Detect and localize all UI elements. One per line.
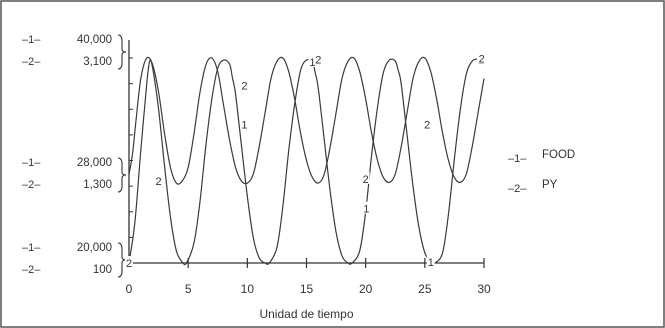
point-marker-bg (125, 256, 133, 268)
y-tick-bracket (117, 157, 127, 193)
point-marker-2: 2 (424, 119, 430, 131)
point-marker-bg (314, 52, 323, 65)
point-marker-2: 2 (156, 176, 162, 188)
series-line-food (128, 58, 482, 266)
point-marker-2: 2 (363, 174, 369, 186)
y-tick-bracket (117, 34, 127, 70)
y1-axis-marker: –1– (22, 157, 41, 169)
x-tick-label: 25 (418, 282, 432, 296)
y1-tick-label: 28,000 (77, 157, 112, 169)
point-marker-2: 2 (241, 80, 247, 92)
y1-tick-label: 40,000 (77, 34, 112, 46)
legend-marker-1: –1– (508, 153, 527, 165)
point-marker-1: 1 (309, 57, 315, 69)
point-marker-bg (362, 201, 371, 214)
y2-tick-label: 100 (93, 264, 112, 276)
point-marker-2: 2 (315, 54, 321, 66)
x-axis-label: Unidad de tiempo (259, 307, 353, 321)
point-marker-1: 1 (428, 257, 434, 269)
point-marker-2: 2 (479, 54, 485, 66)
x-tick-label: 30 (477, 282, 491, 296)
point-marker-bg (154, 174, 163, 186)
point-marker-bg (240, 78, 249, 91)
point-marker-bg (426, 254, 435, 267)
y1-tick-label: 20,000 (77, 242, 112, 254)
x-tick-label: 15 (300, 282, 314, 296)
point-marker-bg (361, 171, 370, 184)
point-marker-bg (423, 117, 432, 130)
point-marker-2: 2 (126, 258, 132, 270)
y1-axis-marker: –1– (22, 242, 41, 254)
x-tick-label: 10 (241, 282, 255, 296)
series-line-py (128, 56, 485, 185)
point-marker-1: 1 (241, 120, 247, 132)
point-marker-bg (308, 55, 317, 68)
x-tick-label: 5 (185, 282, 192, 296)
legend-marker-2: –2– (508, 183, 527, 195)
x-tick-label: 0 (126, 282, 133, 296)
point-marker-bg (240, 117, 249, 130)
point-marker-1: 1 (363, 204, 369, 216)
y1-axis-marker: –1– (22, 34, 41, 46)
y2-axis-marker: –2– (22, 179, 41, 191)
legend-label-py: PY (542, 179, 558, 191)
y2-tick-label: 3,100 (83, 56, 112, 68)
y2-axis-marker: –2– (22, 56, 41, 68)
y2-tick-label: 1,300 (83, 179, 112, 191)
x-tick-label: 20 (359, 282, 373, 296)
y2-axis-marker: –2– (22, 264, 41, 276)
legend-label-food: FOOD (542, 149, 575, 161)
point-marker-bg (477, 51, 486, 64)
